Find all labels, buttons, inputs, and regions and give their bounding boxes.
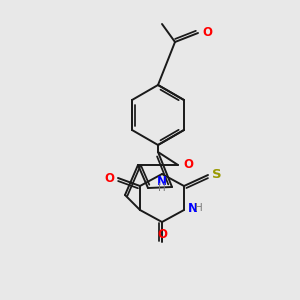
Text: H: H [158, 183, 166, 193]
Text: N: N [188, 202, 198, 214]
Text: N: N [157, 175, 167, 188]
Text: O: O [104, 172, 114, 184]
Text: H: H [195, 203, 203, 213]
Text: O: O [157, 228, 167, 241]
Text: O: O [183, 158, 193, 170]
Text: O: O [202, 26, 212, 40]
Text: S: S [212, 169, 222, 182]
